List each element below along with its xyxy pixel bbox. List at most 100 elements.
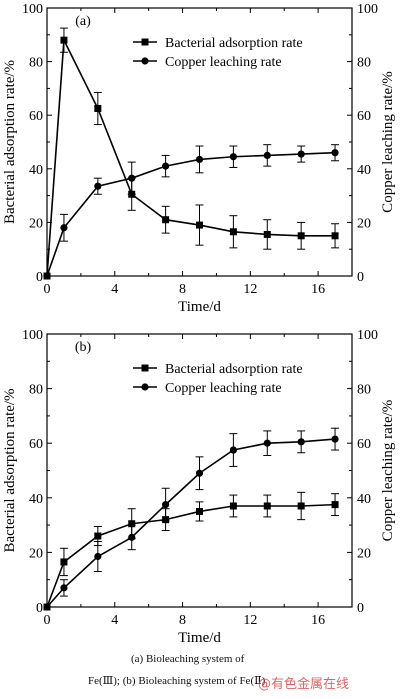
series-copper-leaching — [43, 427, 340, 611]
legend-marker-circle — [141, 57, 149, 65]
data-point-square — [331, 501, 339, 509]
legend-label: Copper leaching rate — [165, 381, 282, 396]
data-point-circle — [43, 603, 51, 611]
data-point-circle — [94, 182, 102, 190]
x-tick-label: 0 — [44, 282, 51, 297]
y-right-tick-label: 0 — [357, 601, 364, 616]
y-right-axis-label: Copper leaching rate/% — [380, 400, 396, 542]
y-right-tick-label: 20 — [357, 546, 371, 561]
legend-label: Bacterial adsorption rate — [165, 362, 303, 377]
y-tick-label: 100 — [22, 328, 43, 343]
data-point-square — [162, 216, 170, 224]
y-right-tick-label: 40 — [357, 163, 371, 178]
series-line — [46, 37, 336, 277]
data-point-square — [229, 502, 237, 510]
legend-label: Copper leaching rate — [165, 55, 282, 70]
y-tick-label: 20 — [29, 546, 43, 561]
data-point-square — [263, 230, 271, 238]
x-axis-label: Time/d — [178, 299, 221, 315]
y-right-tick-label: 60 — [357, 109, 371, 124]
y-tick-label: 0 — [36, 601, 43, 616]
data-point-square — [229, 228, 237, 236]
data-point-circle — [195, 155, 204, 164]
data-point-square — [196, 507, 203, 515]
legend-marker-square — [141, 38, 149, 46]
data-point-circle — [43, 272, 51, 280]
x-tick-label: 8 — [179, 613, 186, 628]
data-point-circle — [263, 439, 271, 447]
y-tick-label: 60 — [29, 437, 43, 452]
x-tick-label: 16 — [311, 613, 325, 628]
x-tick-label: 8 — [179, 282, 186, 297]
y-right-tick-label: 40 — [357, 492, 371, 507]
x-tick-label: 4 — [111, 282, 118, 297]
x-tick-label: 12 — [243, 613, 257, 628]
x-tick-label: 0 — [44, 613, 51, 628]
legend-label: Bacterial adsorption rate — [165, 36, 303, 51]
y-axis-label: Bacterial adsorption rate/% — [2, 60, 18, 224]
y-right-tick-label: 60 — [357, 437, 371, 452]
data-point-circle — [297, 150, 305, 158]
data-point-square — [297, 232, 305, 240]
data-point-square — [263, 502, 271, 510]
data-point-circle — [195, 469, 204, 477]
data-point-circle — [128, 533, 136, 541]
data-point-circle — [297, 438, 305, 446]
data-point-square — [94, 532, 102, 540]
y-right-tick-label: 20 — [357, 216, 371, 231]
caption-line-2: Fe(Ⅲ); (b) Bioleaching system of Fe(Ⅱ) — [88, 675, 266, 687]
data-point-circle — [162, 501, 170, 509]
series-copper-leaching — [43, 144, 340, 280]
data-point-circle — [229, 153, 237, 161]
y-tick-label: 40 — [29, 163, 43, 178]
series-line — [46, 438, 336, 608]
y-tick-label: 40 — [29, 492, 43, 507]
y-right-tick-label: 80 — [357, 383, 371, 398]
y-tick-label: 0 — [36, 270, 43, 285]
data-point-circle — [331, 149, 339, 157]
y-tick-label: 20 — [29, 216, 43, 231]
data-point-circle — [331, 435, 339, 443]
y-tick-label: 80 — [29, 56, 43, 71]
y-right-axis-label: Copper leaching rate/% — [380, 71, 396, 213]
y-right-tick-label: 0 — [357, 270, 364, 285]
x-tick-label: 12 — [243, 282, 257, 297]
y-axis-label: Bacterial adsorption rate/% — [2, 388, 18, 552]
data-point-square — [128, 520, 136, 528]
data-point-square — [297, 502, 305, 510]
data-point-square — [94, 105, 102, 112]
y-tick-label: 60 — [29, 109, 43, 124]
y-tick-label: 100 — [22, 2, 43, 17]
x-axis-label: Time/d — [178, 630, 221, 646]
panel-label: (b) — [75, 340, 92, 355]
data-point-square — [60, 558, 68, 566]
legend-marker-square — [141, 364, 149, 372]
caption-line-1: (a) Bioleaching system of — [131, 653, 245, 665]
x-tick-label: 4 — [111, 613, 118, 628]
series-line — [46, 503, 336, 608]
data-point-circle — [162, 162, 170, 170]
y-right-tick-label: 100 — [357, 2, 378, 17]
data-point-square — [331, 232, 339, 240]
data-point-circle — [60, 584, 68, 592]
legend-marker-circle — [141, 383, 149, 391]
data-point-circle — [263, 151, 271, 159]
data-point-circle — [128, 174, 136, 182]
series-bacterial-adsorption — [43, 27, 340, 280]
series-bacterial-adsorption — [43, 491, 340, 611]
y-right-tick-label: 100 — [357, 328, 378, 343]
panel-label: (a) — [75, 14, 91, 29]
data-point-square — [60, 36, 68, 44]
y-right-tick-label: 80 — [357, 56, 371, 71]
x-tick-label: 16 — [311, 282, 325, 297]
y-tick-label: 80 — [29, 383, 43, 398]
series-line — [46, 151, 336, 277]
data-point-circle — [229, 446, 237, 454]
data-point-circle — [60, 224, 68, 232]
watermark: @有色金属在线 — [258, 677, 350, 692]
data-point-square — [196, 221, 203, 229]
